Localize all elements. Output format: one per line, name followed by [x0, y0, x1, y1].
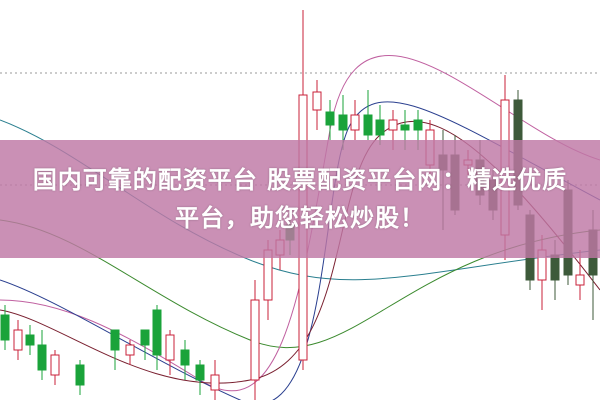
candle-body: [110, 329, 120, 351]
moving-average-line: [0, 101, 600, 400]
candle-body: [312, 91, 322, 111]
candle-body: [575, 274, 585, 286]
candle-body: [413, 119, 423, 131]
headline-line-1: 国内可靠的配资平台 股票配资平台网：精选优质: [32, 166, 568, 194]
headline-banner: 国内可靠的配资平台 股票配资平台网：精选优质 平台，助您轻松炒股！: [0, 140, 600, 258]
candle-body: [363, 114, 373, 136]
candle-body: [75, 364, 85, 386]
candle-body: [50, 354, 60, 376]
candle-body: [37, 344, 47, 371]
candle-body: [0, 314, 10, 341]
candle-body: [250, 299, 260, 381]
candle-body: [140, 329, 150, 346]
candle-body: [195, 364, 205, 381]
candle-body: [180, 349, 190, 366]
candle-body: [210, 374, 220, 391]
headline-line-2: 平台，助您轻松炒股！: [175, 204, 425, 232]
candle-body: [388, 119, 398, 131]
candle-body: [165, 334, 175, 361]
candle-body: [125, 344, 135, 356]
candle-body: [550, 254, 560, 281]
candle-body: [325, 111, 335, 126]
candle-body: [350, 114, 360, 131]
candle-body: [25, 334, 35, 346]
candle-body: [13, 329, 23, 351]
candle-body: [375, 119, 385, 136]
candle-body: [152, 309, 162, 356]
candle-body: [338, 114, 348, 131]
candle-body: [400, 124, 410, 131]
